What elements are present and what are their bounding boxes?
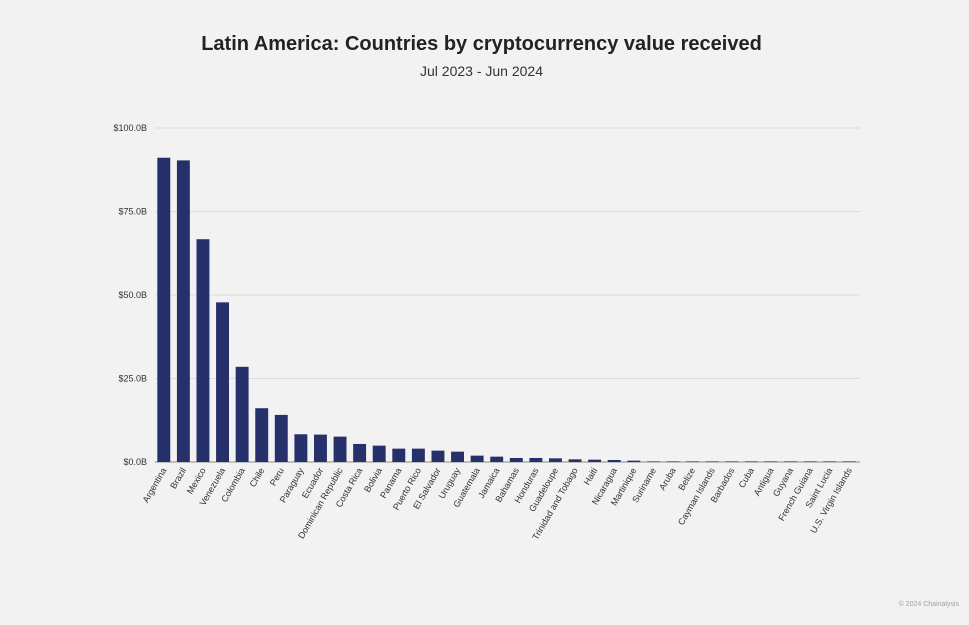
x-tick-label: Aruba xyxy=(657,466,678,492)
x-tick-label: Peru xyxy=(268,466,286,487)
bar xyxy=(157,157,171,462)
y-axis-ticks: $0.0B $25.0B $50.0B $75.0B $100.0B xyxy=(113,123,147,467)
chart-title: Latin America: Countries by cryptocurren… xyxy=(201,33,762,55)
x-tick-label: Haiti xyxy=(582,466,600,487)
x-tick-label: Cuba xyxy=(737,466,756,490)
y-tick-label: $25.0B xyxy=(118,374,147,384)
bar xyxy=(274,414,288,462)
bar xyxy=(372,445,386,462)
x-tick-label: Argentina xyxy=(141,466,169,504)
bar xyxy=(627,460,641,462)
bar xyxy=(313,434,327,462)
bar xyxy=(196,239,210,462)
x-tick-label: Belize xyxy=(676,466,697,492)
bar xyxy=(783,461,797,462)
bar xyxy=(216,302,230,462)
y-tick-label: $50.0B xyxy=(118,290,147,300)
bars xyxy=(157,157,856,462)
bar xyxy=(705,461,719,462)
bar xyxy=(392,448,406,462)
bar xyxy=(490,456,504,462)
bar xyxy=(470,455,484,462)
bar xyxy=(235,366,249,462)
copyright-credit: © 2024 Chainalysis xyxy=(898,601,959,608)
bar xyxy=(842,461,856,462)
bar xyxy=(176,160,190,462)
bar xyxy=(607,459,621,462)
bar xyxy=(294,434,308,462)
gridlines xyxy=(155,127,860,463)
bar xyxy=(744,461,758,462)
x-tick-label: Brazil xyxy=(168,466,188,490)
y-tick-label: $75.0B xyxy=(118,207,147,217)
bar xyxy=(411,448,425,462)
bar xyxy=(823,461,837,462)
bar xyxy=(255,408,269,462)
bar xyxy=(529,457,543,462)
bar xyxy=(568,459,582,462)
bar xyxy=(333,436,347,462)
bar xyxy=(803,461,817,462)
x-tick-label: Chile xyxy=(248,466,267,489)
bar xyxy=(588,459,602,462)
bar xyxy=(725,461,739,462)
y-tick-label: $100.0B xyxy=(113,123,147,133)
chart-subtitle: Jul 2023 - Jun 2024 xyxy=(420,63,543,79)
bar xyxy=(451,451,465,462)
bar xyxy=(646,461,660,462)
bar xyxy=(666,461,680,462)
y-tick-label: $0.0B xyxy=(123,457,147,467)
bar xyxy=(686,461,700,462)
bar xyxy=(431,450,445,462)
bar xyxy=(353,443,367,462)
bar xyxy=(548,458,562,462)
bar xyxy=(764,461,778,462)
bar xyxy=(509,457,523,462)
